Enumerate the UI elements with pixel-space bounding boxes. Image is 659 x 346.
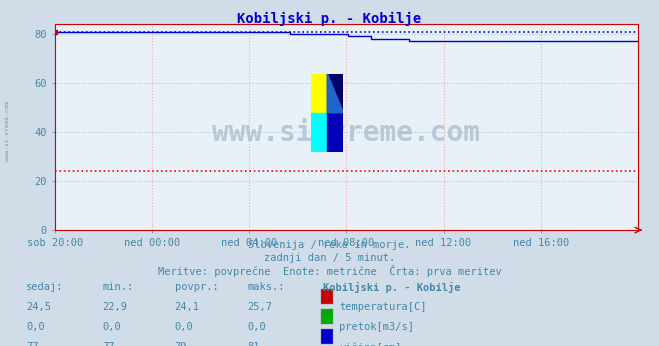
Text: 25,7: 25,7 (247, 302, 272, 312)
Text: 0,0: 0,0 (102, 322, 121, 332)
Text: 81: 81 (247, 342, 260, 346)
Text: 79: 79 (175, 342, 187, 346)
Polygon shape (328, 74, 343, 113)
Text: Kobiljski p. - Kobilje: Kobiljski p. - Kobilje (323, 282, 461, 293)
Text: 0,0: 0,0 (26, 322, 45, 332)
Text: 0,0: 0,0 (175, 322, 193, 332)
Text: Kobiljski p. - Kobilje: Kobiljski p. - Kobilje (237, 12, 422, 26)
Text: www.si-vreme.com: www.si-vreme.com (5, 101, 11, 162)
Text: povpr.:: povpr.: (175, 282, 218, 292)
Text: www.si-vreme.com: www.si-vreme.com (212, 119, 480, 147)
Text: 77: 77 (102, 342, 115, 346)
Polygon shape (328, 74, 343, 113)
Text: zadnji dan / 5 minut.: zadnji dan / 5 minut. (264, 253, 395, 263)
Text: višina[cm]: višina[cm] (339, 342, 402, 346)
Bar (311, 113, 328, 152)
Text: Slovenija / reke in morje.: Slovenija / reke in morje. (248, 240, 411, 251)
Text: maks.:: maks.: (247, 282, 285, 292)
Bar (328, 113, 343, 152)
Bar (311, 74, 328, 113)
Text: 24,1: 24,1 (175, 302, 200, 312)
Text: 77: 77 (26, 342, 39, 346)
Text: temperatura[C]: temperatura[C] (339, 302, 427, 312)
Text: 0,0: 0,0 (247, 322, 266, 332)
Text: pretok[m3/s]: pretok[m3/s] (339, 322, 415, 332)
Text: sedaj:: sedaj: (26, 282, 64, 292)
Text: Meritve: povprečne  Enote: metrične  Črta: prva meritev: Meritve: povprečne Enote: metrične Črta:… (158, 265, 501, 277)
Text: 22,9: 22,9 (102, 302, 127, 312)
Text: min.:: min.: (102, 282, 133, 292)
Polygon shape (328, 74, 343, 113)
Text: 24,5: 24,5 (26, 302, 51, 312)
